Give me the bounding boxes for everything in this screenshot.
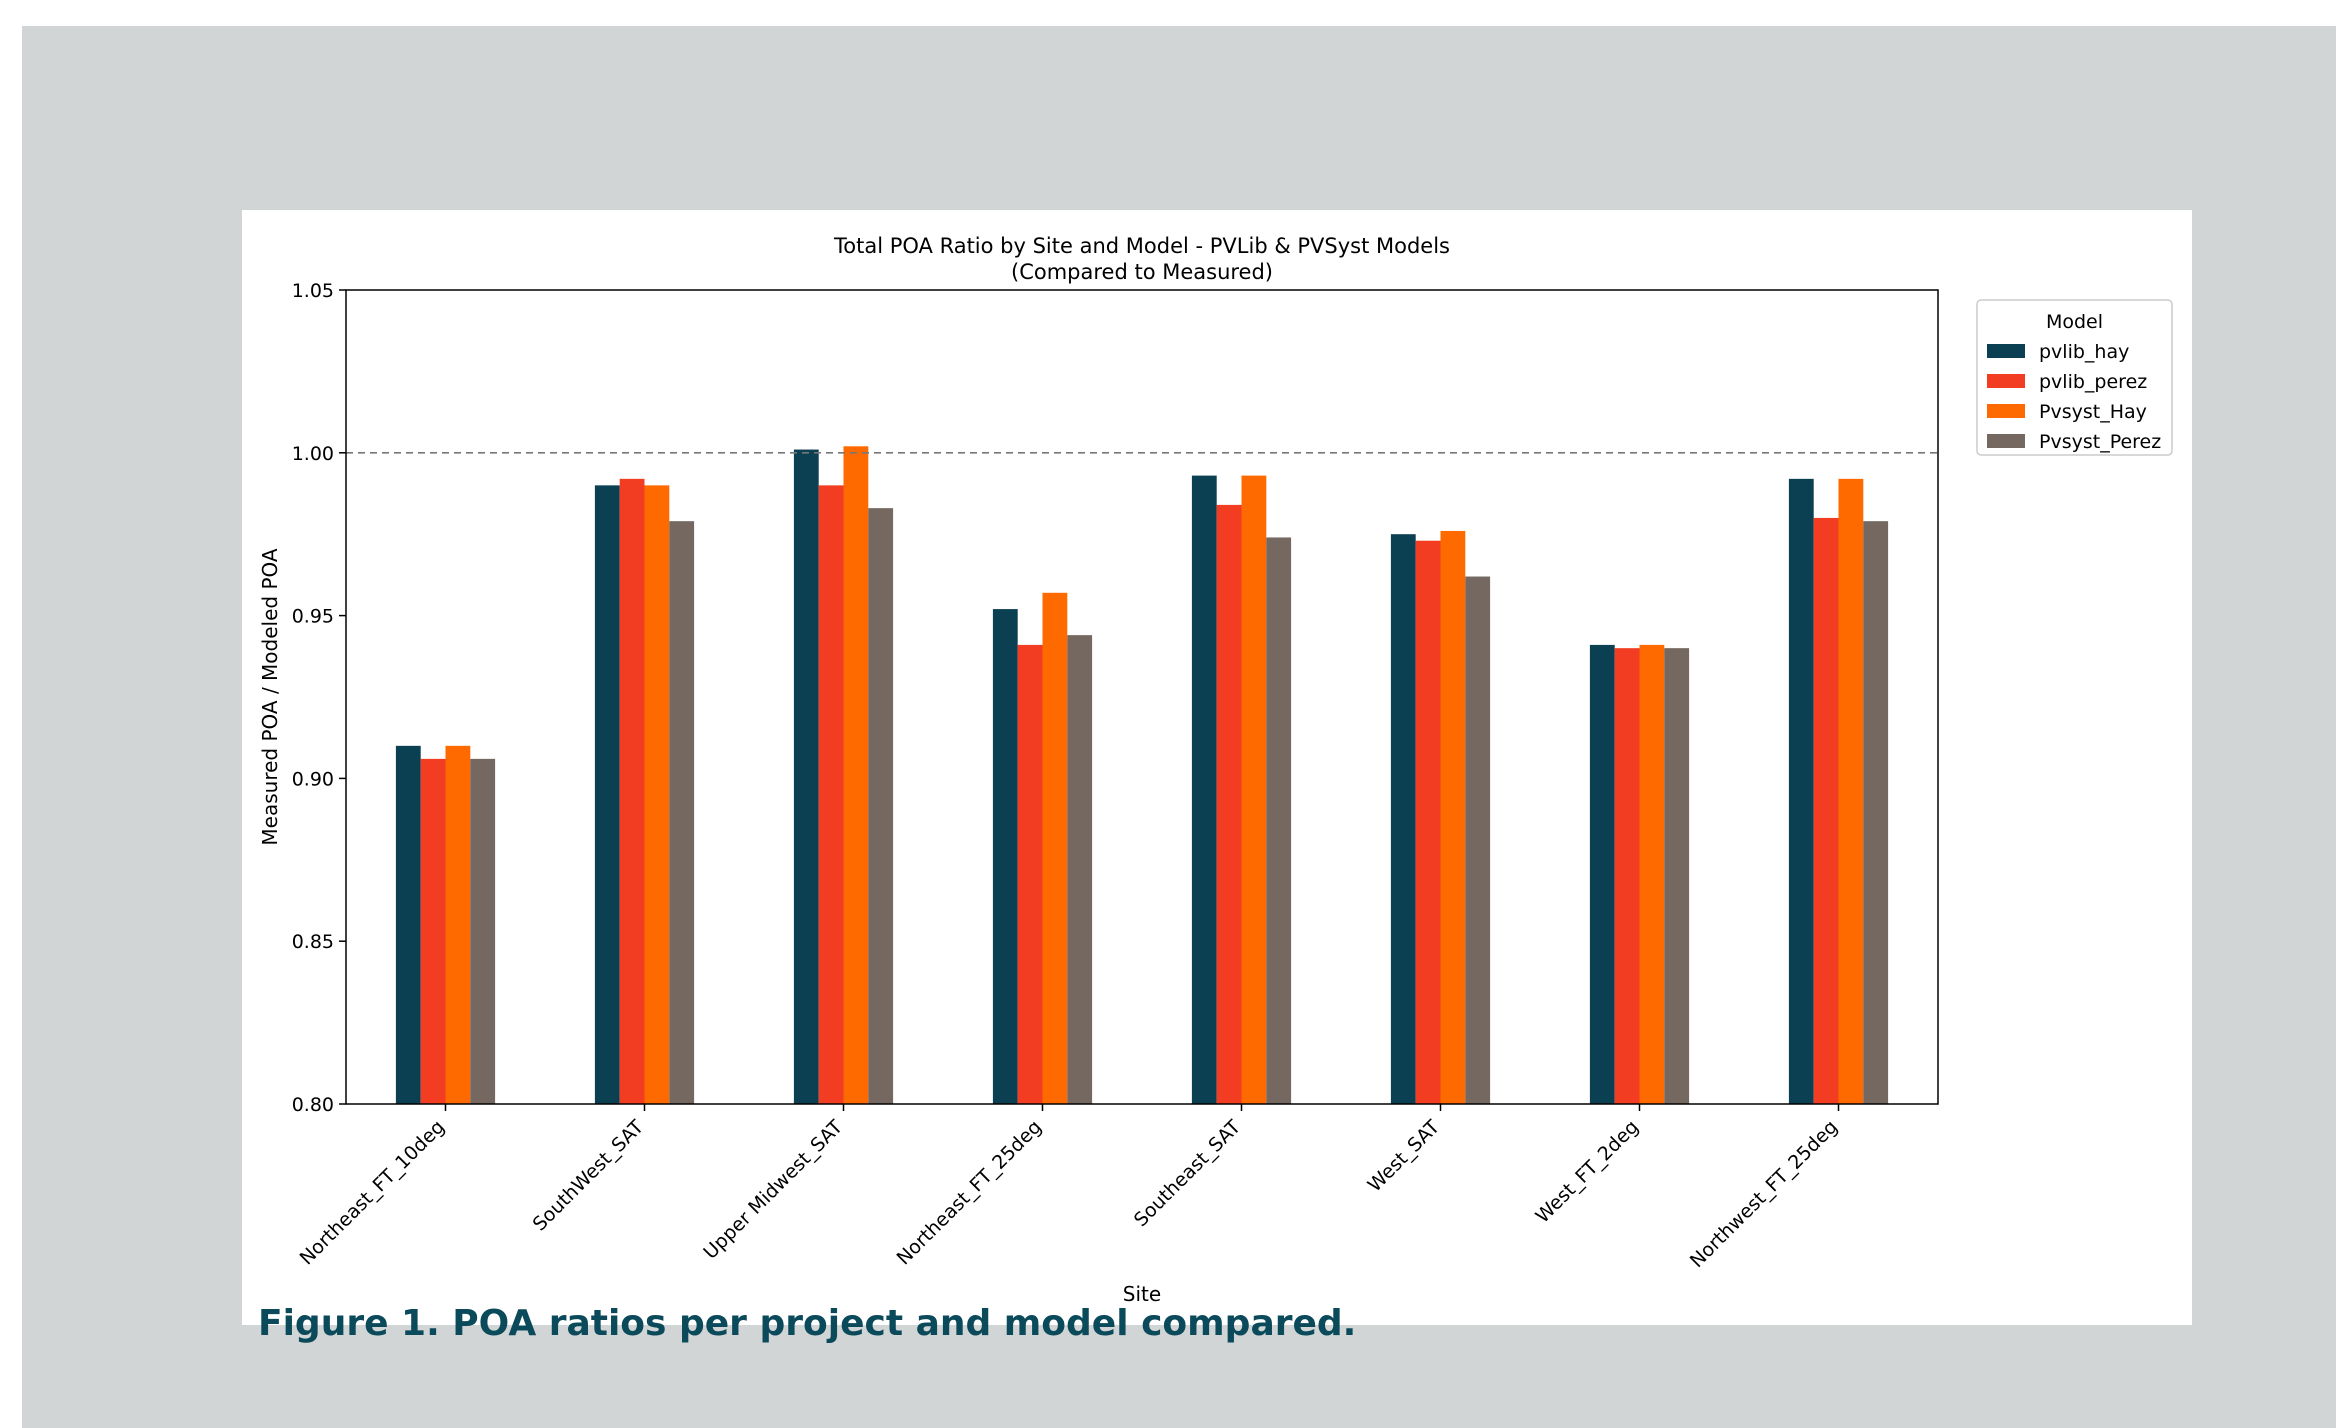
chart-subtitle: (Compared to Measured) (1011, 260, 1273, 284)
bar-Pvsyst_Perez-5 (1465, 576, 1491, 1104)
legend-label-Pvsyst_Hay: Pvsyst_Hay (2039, 401, 2147, 423)
legend-swatch-Pvsyst_Perez (1987, 434, 2025, 448)
bar-Pvsyst_Hay-4 (1241, 475, 1267, 1104)
bar-Pvsyst_Hay-7 (1838, 478, 1864, 1104)
figure-caption: Figure 1. POA ratios per project and mod… (258, 1303, 1357, 1344)
legend-label-Pvsyst_Perez: Pvsyst_Perez (2039, 431, 2161, 453)
bar-pvlib_hay-6 (1589, 644, 1615, 1104)
x-tick-label: West_SAT (1364, 1116, 1445, 1197)
bar-pvlib_perez-7 (1813, 517, 1839, 1104)
bar-pvlib_perez-5 (1415, 540, 1441, 1104)
legend-swatch-pvlib_perez (1987, 374, 2025, 388)
bar-pvlib_perez-3 (1017, 644, 1043, 1104)
bar-pvlib_hay-4 (1191, 475, 1217, 1104)
x-tick-label: Upper Midwest_SAT (699, 1116, 847, 1264)
bar-Pvsyst_Perez-6 (1664, 648, 1690, 1104)
y-tick-label: 1.00 (292, 443, 334, 465)
x-tick-label: SouthWest_SAT (529, 1116, 649, 1236)
bar-Pvsyst_Perez-0 (470, 758, 496, 1104)
legend-swatch-Pvsyst_Hay (1987, 404, 2025, 418)
legend-title: Model (2046, 311, 2103, 333)
bar-pvlib_hay-5 (1390, 534, 1416, 1104)
bar-Pvsyst_Perez-2 (868, 508, 894, 1105)
figure-panel: Total POA Ratio by Site and Model - PVLi… (22, 26, 2336, 1428)
legend-label-pvlib_hay: pvlib_hay (2039, 341, 2129, 363)
bar-pvlib_perez-1 (619, 478, 645, 1104)
bar-Pvsyst_Hay-3 (1042, 592, 1068, 1104)
x-tick-label: Northwest_FT_25deg (1686, 1116, 1842, 1272)
chart-card: Total POA Ratio by Site and Model - PVLi… (242, 210, 2192, 1325)
x-tick-label: Southeast_SAT (1130, 1116, 1245, 1231)
bar-Pvsyst_Perez-3 (1067, 635, 1093, 1104)
y-tick-label: 1.05 (292, 280, 334, 302)
bar-pvlib_perez-6 (1614, 648, 1640, 1104)
bar-Pvsyst_Hay-6 (1639, 644, 1665, 1104)
legend-swatch-pvlib_hay (1987, 344, 2025, 358)
y-axis-label: Measured POA / Modeled POA (258, 548, 282, 845)
x-axis-label: Site (1123, 1282, 1161, 1306)
bar-pvlib_hay-3 (992, 609, 1018, 1104)
bar-pvlib_hay-1 (594, 485, 620, 1104)
legend-label-pvlib_perez: pvlib_perez (2039, 371, 2147, 393)
bar-pvlib_hay-7 (1788, 478, 1814, 1104)
bar-Pvsyst_Perez-7 (1863, 521, 1889, 1104)
chart-title: Total POA Ratio by Site and Model - PVLi… (833, 234, 1450, 258)
bar-pvlib_perez-0 (420, 758, 446, 1104)
bar-Pvsyst_Hay-5 (1440, 530, 1466, 1104)
plot-frame (345, 289, 1939, 1105)
bar-pvlib_hay-0 (395, 745, 421, 1104)
bar-chart: Total POA Ratio by Site and Model - PVLi… (258, 234, 2173, 1306)
x-tick-label: West_FT_2deg (1531, 1116, 1643, 1228)
x-tick-label: Northeast_FT_25deg (893, 1116, 1046, 1269)
y-tick-label: 0.80 (292, 1094, 334, 1116)
bar-pvlib_perez-2 (818, 485, 844, 1104)
bar-Pvsyst_Perez-4 (1266, 537, 1292, 1104)
bar-Pvsyst_Perez-1 (669, 521, 695, 1104)
x-tick-label: Northeast_FT_10deg (296, 1116, 449, 1269)
bar-Pvsyst_Hay-2 (843, 446, 869, 1105)
y-tick-label: 0.90 (292, 768, 334, 790)
bar-Pvsyst_Hay-1 (644, 485, 670, 1104)
y-tick-label: 0.95 (292, 606, 334, 628)
legend-box (1976, 299, 2173, 456)
bar-pvlib_perez-4 (1216, 504, 1242, 1104)
y-tick-label: 0.85 (292, 931, 334, 953)
bar-pvlib_hay-2 (793, 449, 819, 1104)
bar-Pvsyst_Hay-0 (445, 745, 471, 1104)
